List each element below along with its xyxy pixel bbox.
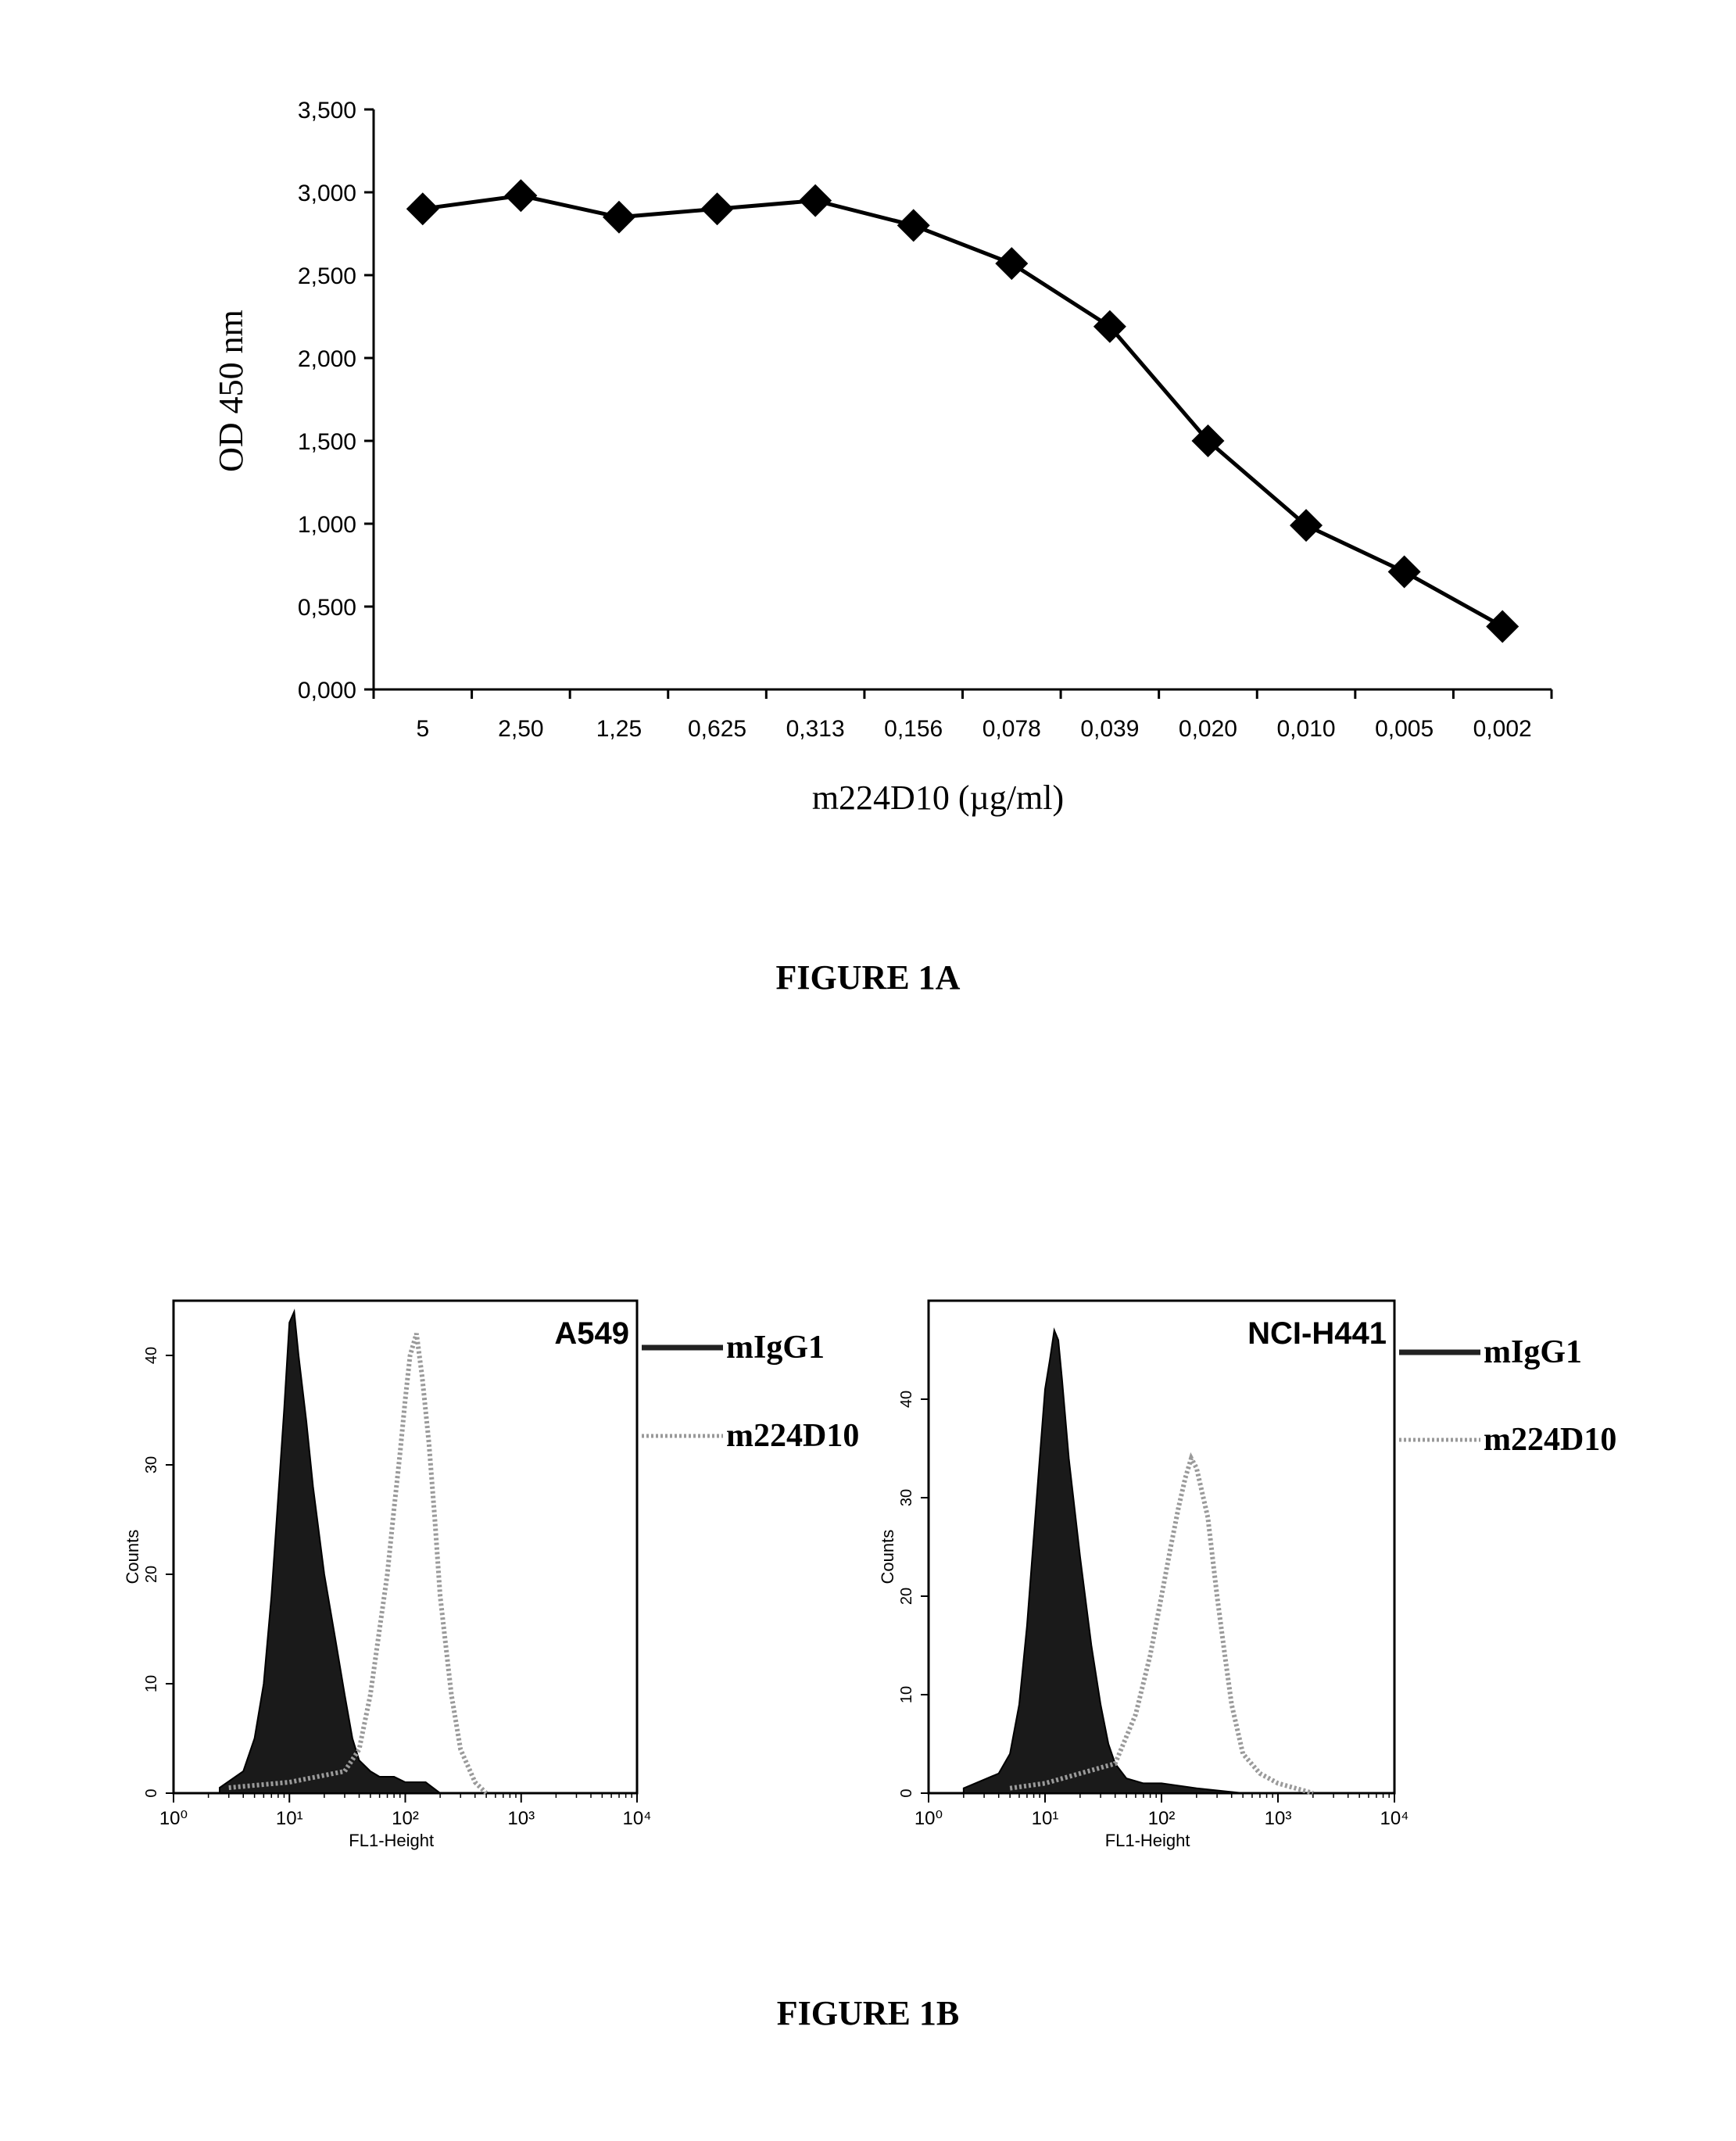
y-tick-label: 3,500 xyxy=(298,98,356,124)
y-axis-label: Counts xyxy=(878,1530,897,1584)
data-point-marker xyxy=(701,192,734,225)
figure-1b-chart: 0 10 20 30 40 Counts 10⁰ 10¹ 10² 10³ 10⁴ FL1-Height… xyxy=(0,1251,1736,1923)
y-tick-label: 0,000 xyxy=(298,678,356,704)
legend-label-m224D10: m224D10 xyxy=(1484,1422,1616,1458)
x-tick-label: 10³ xyxy=(1265,1808,1292,1829)
panel-label: NCI-H441 xyxy=(1247,1316,1387,1351)
x-tick-label: 5 xyxy=(416,716,429,742)
figure-1a-caption: FIGURE 1A xyxy=(0,958,1736,997)
data-point-marker xyxy=(897,209,930,242)
data-point-marker xyxy=(799,184,832,217)
y-tick-label: 1,500 xyxy=(298,429,356,455)
data-point-marker xyxy=(504,179,537,212)
figure-1a-series xyxy=(406,179,1519,643)
data-point-marker xyxy=(1486,610,1519,643)
y-tick-label: 3,000 xyxy=(298,181,356,206)
x-axis-label: FL1-Height xyxy=(349,1831,434,1850)
x-tick-label: 10¹ xyxy=(276,1808,303,1829)
x-tick-label: 1,25 xyxy=(596,716,642,742)
y-tick-label: 2,500 xyxy=(298,263,356,289)
x-tick-label: 10⁰ xyxy=(159,1808,188,1829)
y-tick-label: 20 xyxy=(898,1588,915,1605)
x-tick-label: 10³ xyxy=(507,1808,535,1829)
x-tick-label: 10⁴ xyxy=(1380,1808,1408,1829)
histogram-panel-a549: 0 10 20 30 40 Counts 10⁰ 10¹ 10² 10³ 10⁴ FL1-Height… xyxy=(123,1301,859,1850)
x-tick-label: 10¹ xyxy=(1032,1808,1059,1829)
y-tick-label: 1,000 xyxy=(298,512,356,538)
y-tick-label: 0,500 xyxy=(298,595,356,621)
data-point-marker xyxy=(995,247,1028,280)
y-tick-label: 0 xyxy=(143,1788,160,1797)
x-tick-label: 10⁰ xyxy=(915,1808,943,1829)
x-axis-label: m224D10 (µg/ml) xyxy=(812,779,1064,817)
histogram-panel-nci-h441: 0 10 20 30 40 Counts 10⁰ 10¹ 10² 10³ 10⁴ FL1-Height… xyxy=(878,1301,1616,1850)
y-axis-label: OD 450 nm xyxy=(212,310,250,472)
y-tick-label: 20 xyxy=(143,1566,160,1583)
y-tick-label: 10 xyxy=(143,1675,160,1692)
x-tick-label: 0,625 xyxy=(688,716,746,742)
figure-1b-caption: FIGURE 1B xyxy=(0,1993,1736,2033)
legend-label-m224D10: m224D10 xyxy=(726,1418,859,1454)
figure-1a-chart: 0,000 0,500 1,000 1,500 2,000 2,500 3,000 3,500… xyxy=(0,0,1736,938)
y-tick-label: 2,000 xyxy=(298,346,356,372)
x-tick-label: 0,002 xyxy=(1473,716,1532,742)
legend-label-mIgG1: mIgG1 xyxy=(726,1330,825,1366)
legend-label-mIgG1: mIgG1 xyxy=(1484,1334,1582,1370)
plot-frame xyxy=(174,1301,637,1793)
x-tick-label: 0,156 xyxy=(884,716,943,742)
y-tick-label: 40 xyxy=(898,1391,915,1408)
x-tick-label: 0,010 xyxy=(1277,716,1336,742)
y-tick-label: 10 xyxy=(898,1686,915,1703)
y-tick-label: 0 xyxy=(898,1788,915,1797)
x-tick-label: 0,039 xyxy=(1080,716,1139,742)
data-point-marker xyxy=(406,192,439,225)
y-tick-label: 40 xyxy=(143,1347,160,1364)
data-point-marker xyxy=(1388,555,1421,588)
x-tick-label: 10⁴ xyxy=(622,1808,651,1829)
y-tick-label: 30 xyxy=(898,1489,915,1506)
x-tick-label: 0,313 xyxy=(786,716,845,742)
x-tick-label: 0,078 xyxy=(983,716,1041,742)
x-axis-label: FL1-Height xyxy=(1105,1831,1190,1850)
x-tick-label: 0,005 xyxy=(1375,716,1434,742)
y-axis-label: Counts xyxy=(123,1530,142,1584)
x-tick-label: 2,50 xyxy=(498,716,543,742)
y-tick-label: 30 xyxy=(143,1456,160,1473)
panel-label: A549 xyxy=(554,1316,629,1351)
x-tick-label: 10² xyxy=(392,1808,419,1829)
data-point-marker xyxy=(603,201,635,234)
figure-1a-axes: 0,000 0,500 1,000 1,500 2,000 2,500 3,000 3,500… xyxy=(298,98,1552,742)
x-tick-label: 10² xyxy=(1148,1808,1176,1829)
x-tick-label: 0,020 xyxy=(1179,716,1237,742)
plot-frame xyxy=(929,1301,1394,1793)
series-line xyxy=(423,195,1502,626)
mIgG1-histogram xyxy=(964,1330,1243,1793)
